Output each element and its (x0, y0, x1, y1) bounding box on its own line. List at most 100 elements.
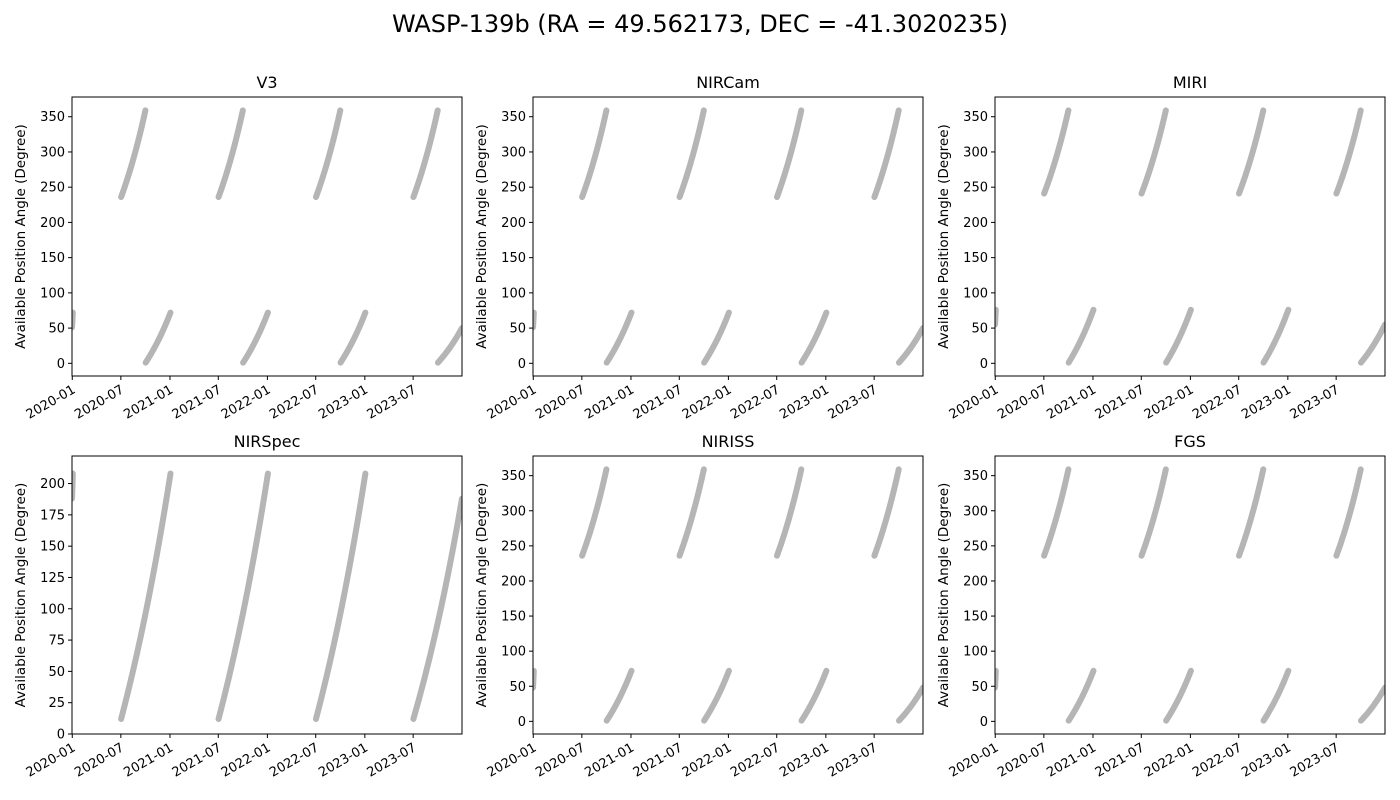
x-tick-label: 2021-01 (582, 740, 637, 780)
x-tick-label: 2020-01 (947, 382, 1002, 422)
y-tick-label: 150 (40, 540, 65, 555)
y-tick-label: 50 (48, 665, 65, 680)
pa-band-segment (410, 107, 441, 201)
pa-band-segment (1138, 107, 1169, 197)
plot-area (995, 466, 1385, 724)
x-tick-label: 2021-07 (631, 740, 686, 780)
plot-area (533, 466, 923, 724)
x-tick-label: 2023-01 (777, 382, 832, 422)
y-axis-label: Available Position Angle (Degree) (474, 483, 490, 708)
pa-band-segment (1357, 684, 1385, 724)
pa-band-segment (701, 309, 732, 366)
y-tick-label: 300 (40, 145, 65, 160)
pa-band-segment (798, 667, 830, 724)
subplot-miri: MIRI 0 50 100 150 200 250 300 350 Available Posit… (936, 73, 1386, 423)
x-tick-label: 2022-07 (728, 740, 783, 780)
pa-band-segment (118, 107, 149, 201)
x-tick-label: 2020-07 (72, 382, 127, 422)
y-tick-label: 250 (963, 181, 988, 196)
y-tick-label: 150 (963, 251, 988, 266)
y-axis-label: Available Position Angle (Degree) (13, 483, 29, 708)
pa-band-segment (312, 470, 369, 722)
y-tick-label: 200 (963, 574, 988, 589)
x-tick-label: 2020-01 (485, 740, 540, 780)
y-tick-label: 100 (501, 645, 526, 660)
y-tick-label: 150 (501, 251, 526, 266)
plot-area (72, 470, 462, 722)
x-tick-label: 2020-01 (24, 382, 79, 422)
x-tick-label: 2021-07 (1093, 740, 1148, 780)
x-tick-label: 2021-01 (1044, 382, 1099, 422)
x-tick-label: 2022-01 (1142, 382, 1197, 422)
y-tick-label: 300 (963, 145, 988, 160)
pa-band-segment (1260, 667, 1292, 724)
y-tick-label: 350 (963, 110, 988, 125)
subplot-title: NIRISS (702, 432, 755, 451)
y-tick-label: 50 (971, 680, 988, 695)
y-tick-label: 100 (501, 286, 526, 301)
y-tick-label: 125 (40, 571, 65, 586)
pa-band-segment (603, 309, 635, 366)
pa-band-segment (676, 107, 707, 201)
subplot-fgs: FGS 0 50 100 150 200 250 300 350 Available Positi… (936, 432, 1386, 781)
y-axis-label: Available Position Angle (Degree) (474, 124, 490, 349)
pa-band-segment (701, 667, 732, 724)
y-tick-label: 150 (963, 610, 988, 625)
pa-band-segment (1065, 306, 1097, 366)
x-tick-label: 2023-07 (1288, 740, 1343, 780)
pa-band-segment (118, 470, 174, 722)
pa-band-segment (1235, 107, 1267, 197)
y-tick-label: 175 (40, 508, 65, 523)
y-tick-label: 50 (509, 680, 526, 695)
pa-band-segment (312, 107, 344, 201)
pa-band-segment (1138, 466, 1169, 559)
y-tick-label: 200 (40, 216, 65, 231)
figure-title: WASP-139b (RA = 49.562173, DEC = -41.302… (391, 10, 1009, 38)
y-tick-label: 250 (501, 539, 526, 554)
pa-band-segment (1235, 466, 1267, 559)
y-tick-label: 350 (963, 469, 988, 484)
x-tick-label: 2021-01 (121, 740, 176, 780)
plot-area (533, 107, 923, 366)
x-tick-label: 2022-01 (680, 740, 735, 780)
x-tick-label: 2023-01 (1239, 740, 1294, 780)
y-axis-label: Available Position Angle (Degree) (936, 124, 952, 349)
y-tick-label: 350 (501, 110, 526, 125)
x-tick-label: 2021-01 (1044, 740, 1099, 780)
y-tick-label: 100 (963, 286, 988, 301)
y-tick-label: 350 (40, 110, 65, 125)
y-tick-label: 150 (40, 251, 65, 266)
pa-band-segment (1041, 107, 1072, 197)
pa-band-segment (676, 466, 707, 559)
pa-band-segment (871, 466, 902, 559)
x-tick-label: 2022-07 (267, 740, 322, 780)
pa-band-segment (1041, 466, 1072, 559)
y-tick-label: 300 (501, 504, 526, 519)
x-tick-label: 2022-01 (219, 382, 274, 422)
axes-frame (532, 96, 924, 377)
x-tick-label: 2023-01 (316, 382, 371, 422)
y-tick-label: 250 (40, 181, 65, 196)
y-tick-label: 300 (501, 145, 526, 160)
y-tick-label: 200 (501, 216, 526, 231)
axes-frame (532, 455, 924, 735)
y-tick-label: 100 (963, 645, 988, 660)
y-tick-label: 25 (48, 696, 65, 711)
pa-band-segment (215, 107, 246, 201)
y-tick-label: 50 (509, 322, 526, 337)
y-tick-label: 200 (501, 574, 526, 589)
pa-band-segment (410, 495, 462, 722)
pa-band-segment (579, 107, 610, 201)
y-tick-label: 100 (40, 286, 65, 301)
y-tick-label: 250 (501, 181, 526, 196)
x-tick-label: 2020-07 (533, 382, 588, 422)
pa-band-segment (895, 684, 923, 724)
y-tick-label: 350 (501, 469, 526, 484)
y-tick-label: 75 (48, 634, 65, 649)
pa-band-segment (337, 309, 369, 366)
plot-area (72, 107, 462, 366)
x-tick-label: 2023-01 (316, 740, 371, 780)
pa-band-segment (240, 309, 271, 366)
x-tick-label: 2023-07 (365, 382, 420, 422)
pa-band-segment (1333, 466, 1364, 559)
